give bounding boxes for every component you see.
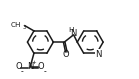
Text: CH: CH (10, 22, 21, 28)
Text: H: H (69, 27, 74, 33)
Text: 3: 3 (23, 24, 26, 29)
Text: O: O (38, 62, 45, 71)
Text: O: O (63, 50, 70, 59)
Text: -: - (43, 67, 46, 76)
Text: -: - (20, 67, 23, 76)
Text: N: N (95, 50, 101, 59)
Text: O: O (15, 62, 22, 71)
Text: N: N (70, 29, 76, 38)
Text: +: + (31, 61, 36, 65)
Text: N: N (27, 62, 33, 71)
